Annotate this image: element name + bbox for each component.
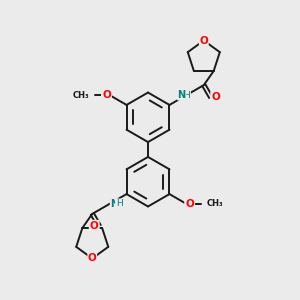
Text: O: O (88, 254, 97, 263)
Text: H: H (183, 91, 190, 100)
Text: O: O (211, 92, 220, 102)
Text: N: N (178, 90, 186, 100)
Text: O: O (102, 90, 111, 100)
Text: O: O (90, 221, 99, 231)
Text: CH₃: CH₃ (206, 200, 223, 208)
Text: O: O (200, 35, 208, 46)
Text: N: N (110, 199, 118, 209)
Text: H: H (116, 200, 123, 208)
Text: CH₃: CH₃ (73, 91, 90, 100)
Text: O: O (185, 199, 194, 209)
